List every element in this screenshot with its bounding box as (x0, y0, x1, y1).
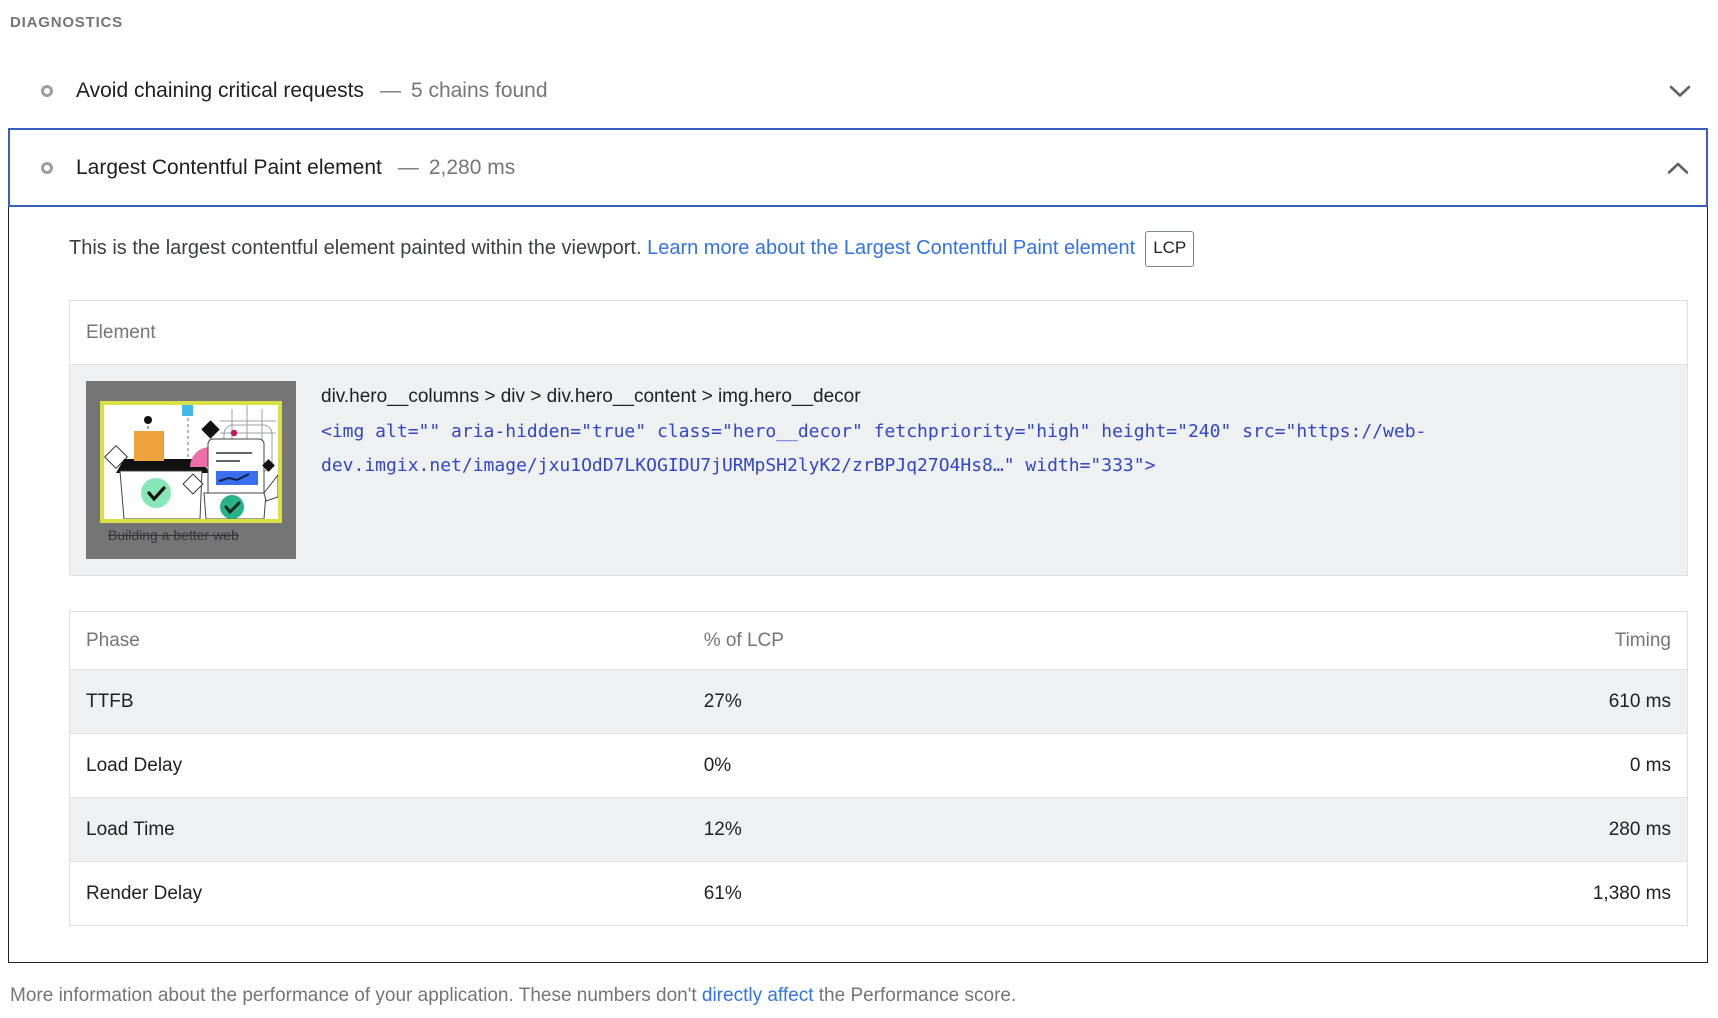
timing-column-header: Timing (1614, 629, 1671, 651)
audit-dash: — (397, 155, 419, 179)
timing-cell: 1,380 ms (1592, 882, 1671, 904)
footer-text: More information about the performance o… (10, 985, 702, 1006)
element-html-snippet: <img alt="" aria-hidden="true" class="he… (321, 415, 1426, 483)
snippet-line: dev.imgix.net/image/jxu1OdD7LKOGIDU7jURM… (321, 455, 1156, 476)
diagnostics-heading: DIAGNOSTICS (10, 14, 123, 31)
element-selector-path[interactable]: div.hero__columns > div > div.hero__cont… (321, 386, 861, 407)
element-node: div.hero__columns > div > div.hero__cont… (321, 381, 1426, 559)
timing-cell: 610 ms (1608, 690, 1671, 712)
pct-cell: 61% (703, 882, 742, 904)
audit-title: Largest Contentful Paint element (76, 155, 382, 179)
element-table-row: Building a better web div.hero__columns … (70, 365, 1687, 575)
chevron-down-icon[interactable] (1668, 83, 1692, 99)
phase-row-render-delay: Render Delay 61% 1,380 ms (70, 861, 1687, 925)
audit-value: 2,280 ms (428, 155, 516, 179)
audit-dash: — (379, 79, 401, 102)
phase-column-header: Phase (86, 629, 140, 651)
audit-row-lcp-element[interactable]: Largest Contentful Paint element — 2,280… (8, 128, 1708, 207)
lcp-audit-details: This is the largest contentful element p… (8, 207, 1708, 963)
pct-cell: 0% (703, 754, 732, 776)
phase-table: Phase % of LCP Timing TTFB 27% 610 ms Lo… (69, 611, 1688, 926)
phase-table-header-row: Phase % of LCP Timing (70, 612, 1687, 669)
phase-cell: Render Delay (86, 882, 203, 904)
learn-more-link[interactable]: Learn more about the Largest Contentful … (647, 237, 1136, 259)
lcp-description: This is the largest contentful element p… (69, 231, 1688, 267)
description-text: This is the largest contentful element p… (69, 237, 648, 259)
informative-circle-icon (41, 161, 53, 174)
footer-text: the Performance score. (813, 985, 1017, 1006)
phase-row-load-delay: Load Delay 0% 0 ms (70, 733, 1687, 797)
phase-row-load-time: Load Time 12% 280 ms (70, 797, 1687, 861)
element-table-header: Element (70, 301, 1687, 365)
timing-cell: 0 ms (1629, 754, 1671, 776)
informative-circle-icon (41, 85, 53, 97)
audit-value: 5 chains found (410, 79, 548, 102)
footer-note: More information about the performance o… (10, 985, 1718, 1007)
snippet-line: <img alt="" aria-hidden="true" class="he… (321, 421, 1427, 442)
phase-cell: TTFB (86, 690, 134, 712)
lcp-audit-panel: Largest Contentful Paint element — 2,280… (8, 128, 1708, 963)
audit-title: Avoid chaining critical requests (76, 79, 364, 102)
lcp-metric-badge: LCP (1145, 231, 1195, 267)
pct-cell: 12% (703, 818, 742, 840)
audit-row-critical-requests[interactable]: Avoid chaining critical requests — 5 cha… (0, 61, 1718, 121)
pct-cell: 27% (703, 690, 742, 712)
timing-cell: 280 ms (1608, 818, 1671, 840)
element-screenshot-thumbnail[interactable]: Building a better web (86, 381, 296, 559)
directly-affect-link[interactable]: directly affect (701, 985, 814, 1006)
hero-illustration (100, 401, 282, 523)
phase-cell: Load Time (86, 818, 175, 840)
thumbnail-caption: Building a better web (108, 527, 239, 543)
element-table: Element (69, 300, 1688, 576)
phase-row-ttfb: TTFB 27% 610 ms (70, 669, 1687, 733)
pct-column-header: % of LCP (703, 629, 784, 651)
hero-illustration-art (104, 405, 278, 519)
phase-cell: Load Delay (86, 754, 183, 776)
chevron-up-icon[interactable] (1666, 160, 1690, 176)
